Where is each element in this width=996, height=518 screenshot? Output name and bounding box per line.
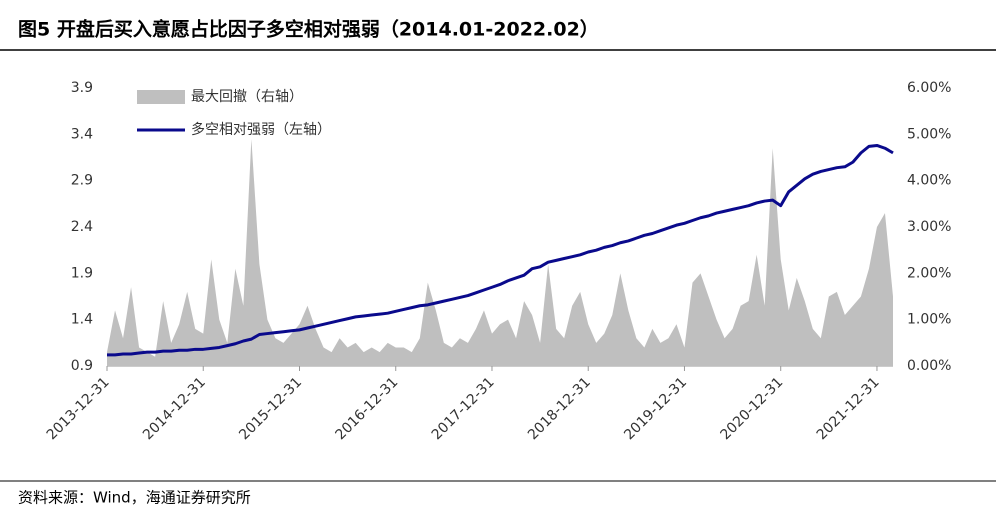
legend-swatch — [137, 90, 185, 104]
x-tick-label: 2017-12-31 — [429, 374, 498, 443]
x-tick-label: 2021-12-31 — [814, 374, 883, 443]
y-tick-label: 1.4 — [71, 312, 93, 328]
x-tick-label: 2018-12-31 — [525, 374, 594, 443]
y2-tick-label: 1.00% — [907, 312, 951, 328]
y-tick-label: 3.9 — [71, 80, 93, 96]
y2-tick-label: 4.00% — [907, 173, 951, 189]
x-tick-label: 2014-12-31 — [140, 374, 209, 443]
y-tick-label: 1.9 — [71, 265, 93, 281]
y-tick-label: 2.4 — [71, 219, 93, 235]
source: 资料来源：Wind，海通证券研究所 — [18, 489, 251, 507]
drawdown-area — [107, 138, 893, 366]
x-tick-label: 2020-12-31 — [718, 374, 787, 443]
y2-tick-label: 0.00% — [907, 358, 951, 374]
legend-label: 最大回撤（右轴） — [191, 89, 303, 105]
y2-tick-label: 2.00% — [907, 265, 951, 281]
legend-label: 多空相对强弱（左轴） — [191, 121, 331, 138]
x-tick-label: 2013-12-31 — [44, 374, 113, 443]
y2-tick-label: 6.00% — [907, 80, 951, 96]
y-tick-label: 3.4 — [71, 126, 93, 142]
chart-title: 图5 开盘后买入意愿占比因子多空相对强弱（2014.01-2022.02） — [18, 18, 599, 41]
y-tick-label: 0.9 — [71, 358, 93, 374]
x-tick-label: 2019-12-31 — [621, 374, 690, 443]
strength-line — [107, 143, 894, 357]
y2-tick-label: 5.00% — [907, 126, 951, 142]
x-tick-label: 2016-12-31 — [333, 374, 402, 443]
y2-tick-label: 3.00% — [907, 219, 951, 235]
x-tick-label: 2015-12-31 — [236, 374, 305, 443]
y-tick-label: 2.9 — [71, 173, 93, 189]
